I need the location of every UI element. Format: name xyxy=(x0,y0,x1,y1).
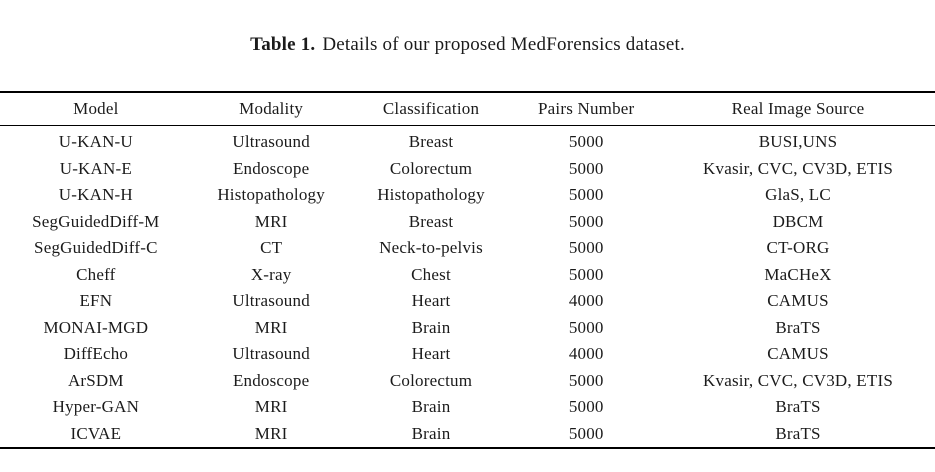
table-cell: CAMUS xyxy=(767,291,829,311)
table-cell: Colorectum xyxy=(389,158,473,178)
table-cell: BraTS xyxy=(775,317,821,337)
table-cell: Breast xyxy=(408,211,454,231)
table-row: Cheff X-ray Chest 5000 MaCHeX xyxy=(0,262,935,289)
table-cell: Kvasir, CVC, CV3D, ETIS xyxy=(703,158,893,178)
table-cell: Hyper-GAN xyxy=(52,397,140,417)
table-cell: SegGuidedDiff-C xyxy=(34,238,158,258)
table-cell: 4000 xyxy=(568,344,604,364)
table-cell: Ultrasound xyxy=(232,132,310,152)
table-row: EFN Ultrasound Heart 4000 CAMUS xyxy=(0,288,935,315)
table-cell: Breast xyxy=(408,132,454,152)
col-header-modality: Modality xyxy=(191,92,351,126)
table-cell: Heart xyxy=(411,344,451,364)
table-cell: Brain xyxy=(411,317,451,337)
table-cell: Endoscope xyxy=(232,370,310,390)
table-row: ArSDM Endoscope Colorectum 5000 Kvasir, CVC,… xyxy=(0,368,935,395)
table-cell: ArSDM xyxy=(67,370,124,390)
table-cell: ICVAE xyxy=(70,423,122,443)
table-cell: 5000 xyxy=(568,238,604,258)
table-cell: MaCHeX xyxy=(764,264,832,284)
table-cell: GlaS, LC xyxy=(765,185,831,205)
table-cell: 5000 xyxy=(568,211,604,231)
table-cell: Colorectum xyxy=(389,370,473,390)
medforensics-table: Model Modality Classification Pairs Numb… xyxy=(0,91,935,449)
table-cell: Ultrasound xyxy=(232,291,310,311)
col-header-real-image-source: Real Image Source xyxy=(661,92,935,126)
table-cell: Histopathology xyxy=(217,185,325,205)
table-cell: 5000 xyxy=(568,317,604,337)
table-cell: Neck-to-pelvis xyxy=(379,238,483,258)
table-cell: EFN xyxy=(79,291,113,311)
table-cell: Endoscope xyxy=(232,158,310,178)
table-row: U-KAN-E Endoscope Colorectum 5000 Kvasir, CV… xyxy=(0,156,935,183)
table-cell: Ultrasound xyxy=(232,344,310,364)
table-cell: MONAI-MGD xyxy=(43,317,149,337)
table-row: Hyper-GAN MRI Brain 5000 BraTS xyxy=(0,394,935,421)
table-cell: MRI xyxy=(254,397,288,417)
table-cell: 5000 xyxy=(568,185,604,205)
table-cell: CT xyxy=(260,238,283,258)
table-cell: 5000 xyxy=(568,264,604,284)
table-head: Model Modality Classification Pairs Numb… xyxy=(0,92,935,126)
table-cell: SegGuidedDiff-M xyxy=(32,211,160,231)
table-cell: 5000 xyxy=(568,132,604,152)
col-header-model: Model xyxy=(0,92,192,126)
table-row: U-KAN-U Ultrasound Breast 5000 BUSI,UNS xyxy=(0,126,935,156)
table-cell: Heart xyxy=(411,291,451,311)
table-cell: Kvasir, CVC, CV3D, ETIS xyxy=(703,370,893,390)
table-cell: Histopathology xyxy=(377,185,485,205)
table-cell: Cheff xyxy=(76,264,116,284)
table-cell: Chest xyxy=(411,264,451,284)
table-cell: 5000 xyxy=(568,397,604,417)
table-cell: MRI xyxy=(254,211,288,231)
table-cell: 5000 xyxy=(568,158,604,178)
table-cell: X-ray xyxy=(250,264,292,284)
col-header-pairs-number: Pairs Number xyxy=(511,92,662,126)
table-cell: 5000 xyxy=(568,423,604,443)
table-cell: MRI xyxy=(254,423,288,443)
table-cell: U-KAN-E xyxy=(59,158,132,178)
table-cell: 4000 xyxy=(568,291,604,311)
table-cell: U-KAN-H xyxy=(58,185,133,205)
table-row: U-KAN-H Histopathology Histopathology 5000 G… xyxy=(0,182,935,209)
table-row: ICVAE MRI Brain 5000 BraTS xyxy=(0,421,935,449)
table-cell: CAMUS xyxy=(767,344,829,364)
table-caption: Table 1. Details of our proposed MedForen… xyxy=(0,0,935,58)
col-header-classification: Classification xyxy=(350,92,512,126)
table-row: SegGuidedDiff-M MRI Breast 5000 DBCM xyxy=(0,209,935,236)
table-cell: 5000 xyxy=(568,370,604,390)
table-cell: BraTS xyxy=(775,423,821,443)
table-cell: DBCM xyxy=(772,211,824,231)
table-row: SegGuidedDiff-C CT Neck-to-pelvis 5000 CT-OR… xyxy=(0,235,935,262)
table-cell: CT-ORG xyxy=(766,238,830,258)
table-cell: MRI xyxy=(254,317,288,337)
table-cell: BraTS xyxy=(775,397,821,417)
table-cell: BUSI,UNS xyxy=(758,132,838,152)
table-cell: U-KAN-U xyxy=(58,132,133,152)
table-caption-text: Details of our proposed MedForensics dat… xyxy=(322,34,685,55)
table-caption-label: Table 1. xyxy=(250,34,316,55)
table-row: MONAI-MGD MRI Brain 5000 BraTS xyxy=(0,315,935,342)
table-cell: DiffEcho xyxy=(63,344,129,364)
table-row: DiffEcho Ultrasound Heart 4000 CAMUS xyxy=(0,341,935,368)
table-cell: Brain xyxy=(411,423,451,443)
header-row: Model Modality Classification Pairs Numb… xyxy=(0,92,935,126)
table-cell: Brain xyxy=(411,397,451,417)
table-body: U-KAN-U Ultrasound Breast 5000 BUSI,UNS U-KAN… xyxy=(0,126,935,449)
